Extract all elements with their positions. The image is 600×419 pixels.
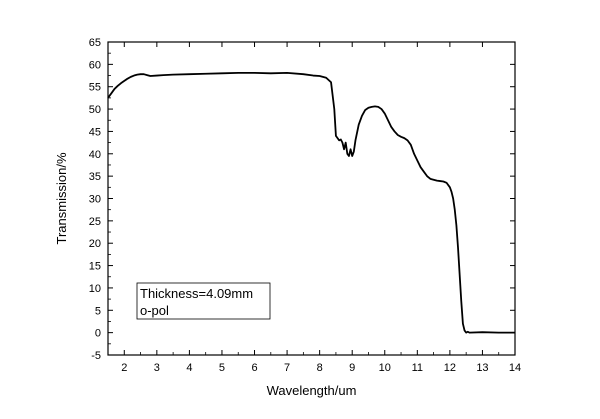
y-tick-label: 30 [89, 194, 101, 206]
y-tick-label: 25 [89, 216, 101, 228]
x-tick-label: 3 [154, 362, 160, 374]
y-tick-label: 5 [95, 305, 101, 317]
y-tick-label: 0 [95, 328, 101, 340]
y-tick-label: 40 [89, 149, 101, 161]
x-tick-label: 9 [349, 362, 355, 374]
y-axis: -5 0 5 10 15 20 25 30 35 40 45 50 55 60 65 [89, 37, 515, 362]
x-tick-label: 2 [121, 362, 127, 374]
y-tick-label: 65 [89, 37, 101, 49]
y-tick-label: -5 [91, 350, 101, 362]
legend-series-label: o-pol [140, 303, 169, 318]
series-layer [107, 71, 515, 334]
y-tick-label: 15 [89, 261, 101, 273]
y-axis-title: Transmission/% [54, 152, 69, 244]
y-tick-label: 50 [89, 104, 101, 116]
x-tick-label: 8 [317, 362, 323, 374]
x-axis: 2 3 4 5 6 7 8 9 10 11 12 13 14 [107, 42, 521, 374]
y-tick-label: 55 [89, 82, 101, 94]
y-tick-label: 20 [89, 238, 101, 250]
x-tick-label: 4 [186, 362, 192, 374]
x-tick-label: 5 [219, 362, 225, 374]
x-tick-label: 13 [476, 362, 488, 374]
legend: Thickness=4.09mm o-pol [136, 282, 271, 320]
x-tick-label: 10 [379, 362, 391, 374]
x-tick-label: 11 [412, 362, 423, 374]
x-tick-label: 14 [509, 362, 521, 374]
x-tick-label: 7 [284, 362, 290, 374]
x-tick-label: 6 [251, 362, 257, 374]
series-line-o-pol [107, 71, 515, 334]
y-tick-label: 45 [89, 126, 101, 138]
y-tick-label: 10 [89, 283, 101, 295]
x-tick-label: 12 [444, 362, 456, 374]
y-tick-label: 35 [89, 171, 101, 183]
legend-thickness-label: Thickness=4.09mm [140, 286, 253, 301]
x-axis-title: Wavelength/um [267, 383, 357, 398]
y-tick-label: 60 [89, 59, 101, 71]
legend-box [136, 282, 271, 320]
